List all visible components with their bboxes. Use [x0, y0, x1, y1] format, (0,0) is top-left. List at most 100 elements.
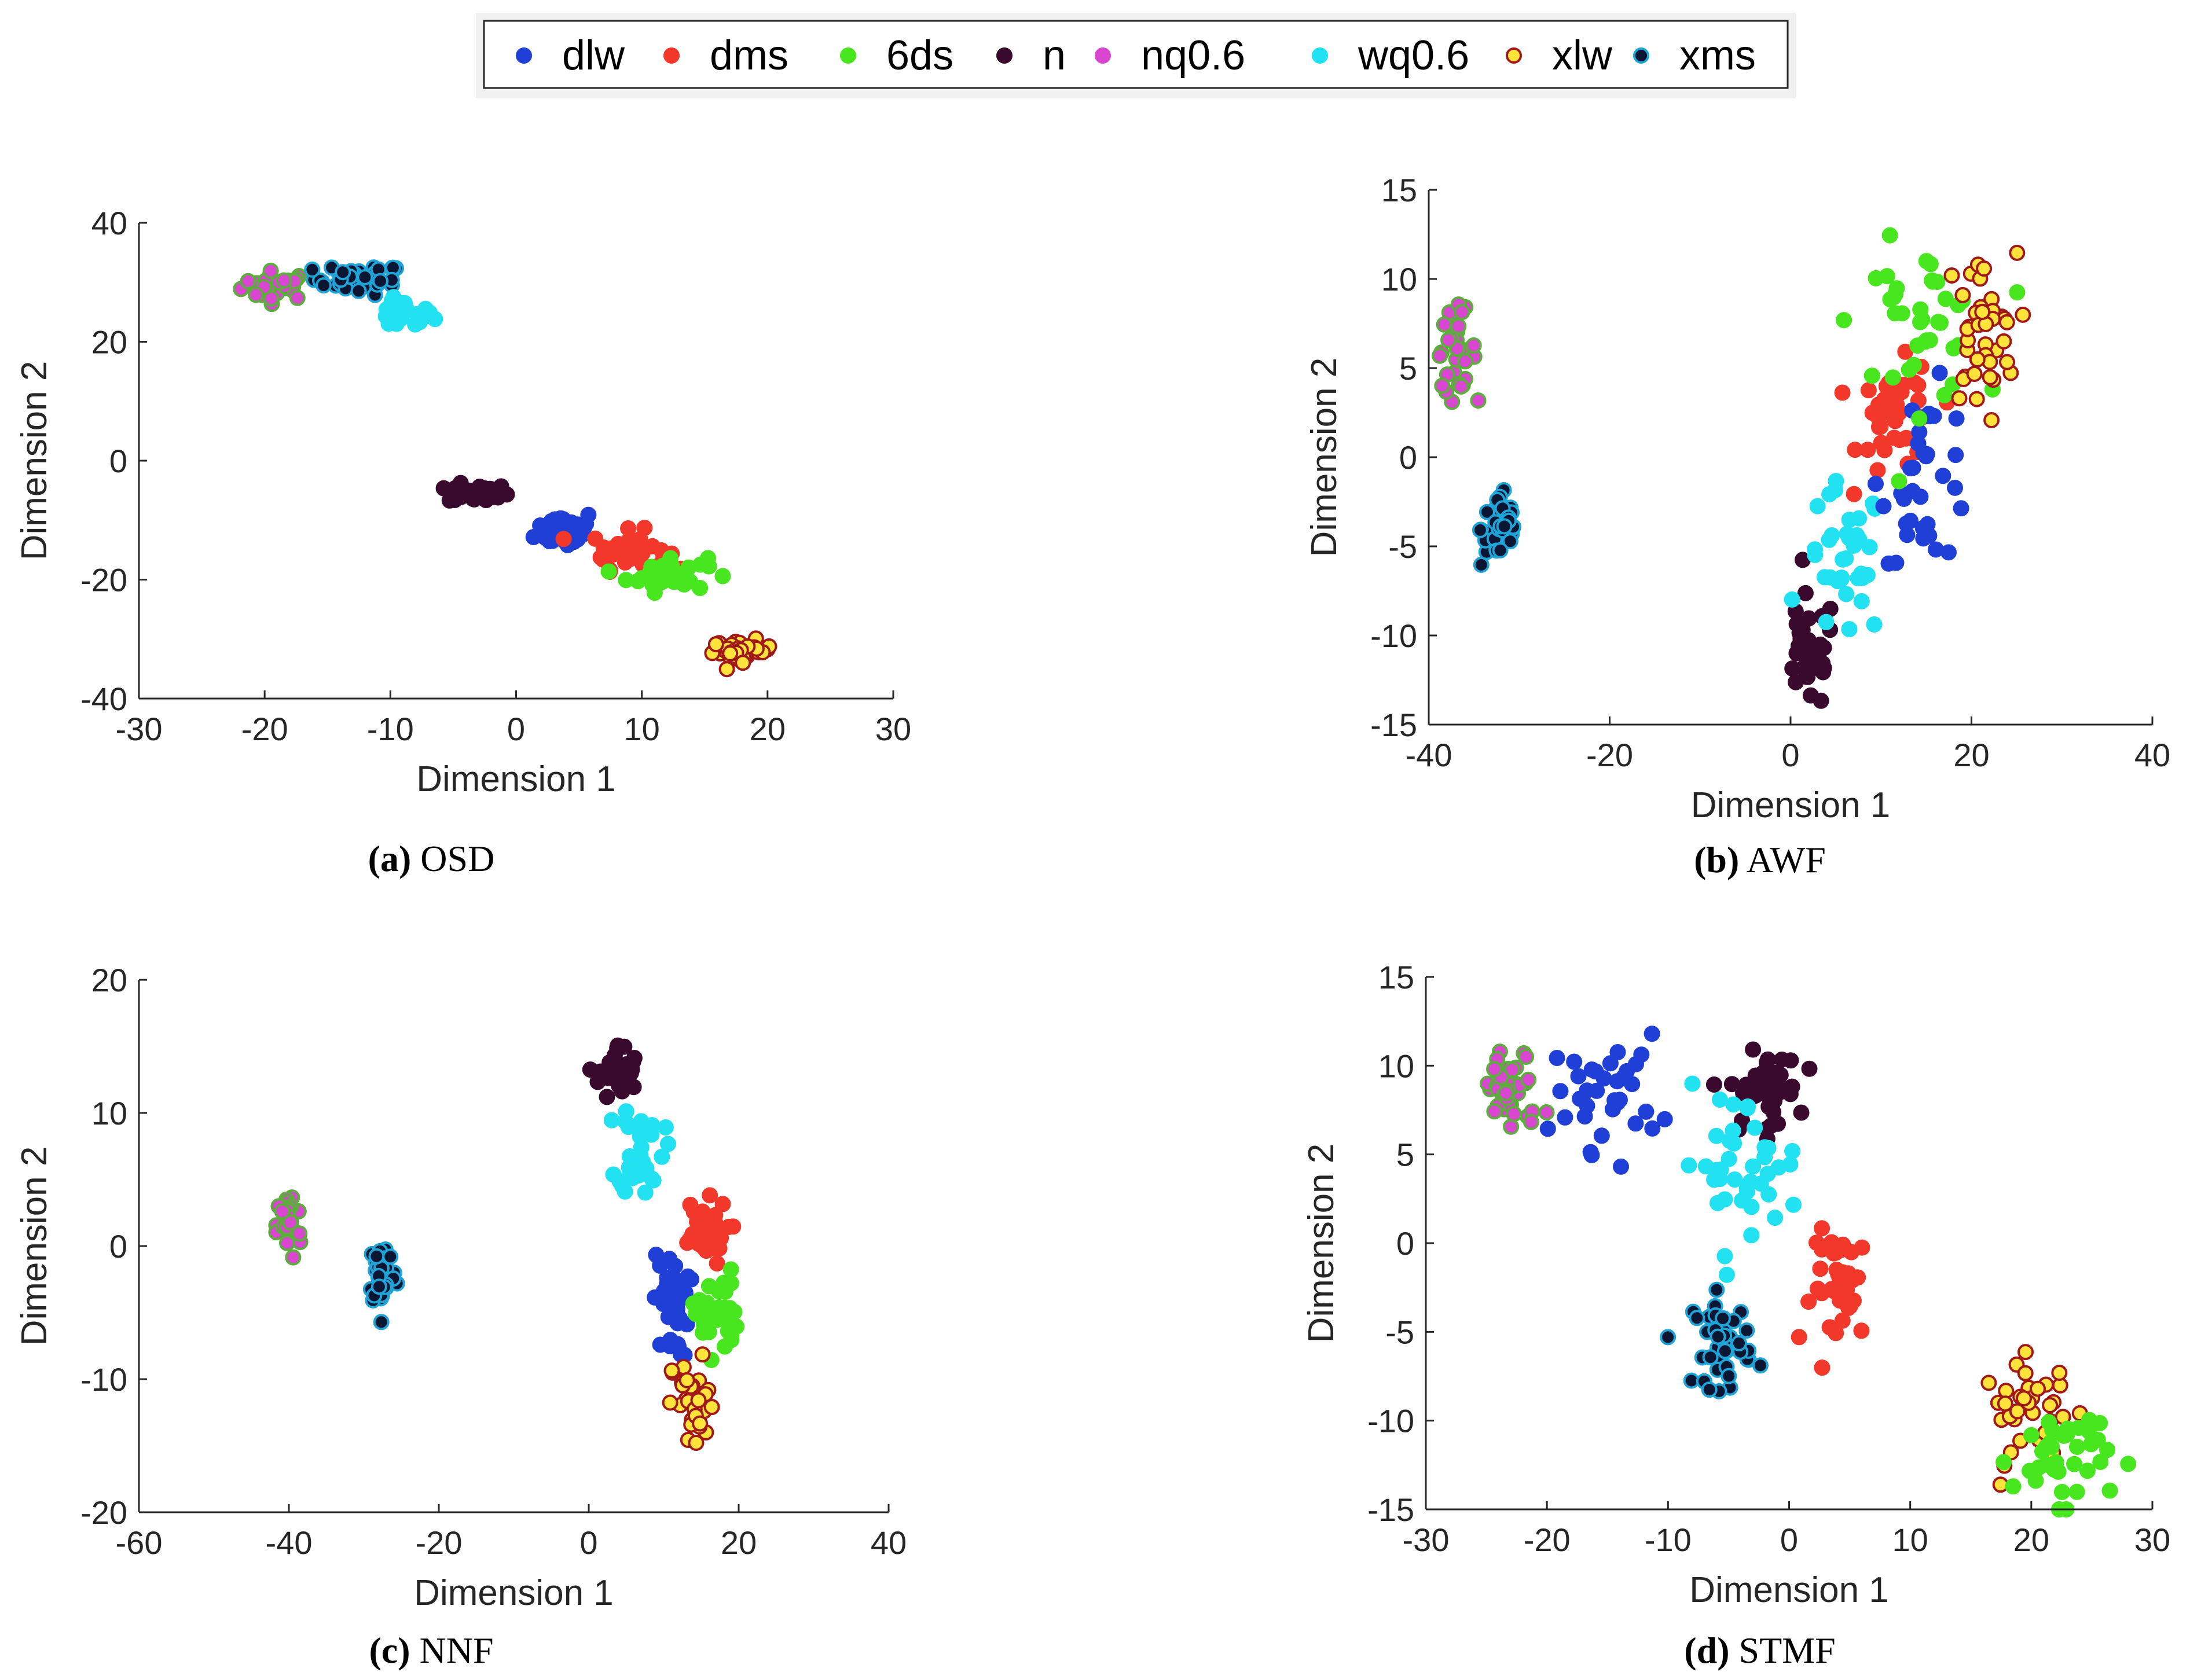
point-n	[449, 484, 466, 501]
point-wq06	[1861, 539, 1878, 556]
point-6ds	[1888, 280, 1905, 297]
point-wq06	[410, 311, 427, 328]
point-dlw	[1928, 541, 1944, 558]
panel-caption: (d) STMF	[1684, 1630, 1835, 1671]
point-dms	[725, 1218, 742, 1235]
x-tick-label: 0	[579, 1524, 597, 1561]
point-xlw	[688, 1435, 705, 1451]
point-n	[1794, 616, 1811, 633]
point-dms	[1820, 1237, 1837, 1254]
y-tick-label: -10	[1367, 1403, 1414, 1439]
point-wq06	[1866, 616, 1883, 633]
point-nq06	[1506, 1105, 1522, 1122]
y-tick-label: 20	[91, 324, 127, 361]
caption-text: NNF	[410, 1630, 494, 1671]
point-dms	[1860, 382, 1877, 399]
point-dlw	[1918, 448, 1935, 465]
x-tick-label: -40	[1406, 737, 1452, 773]
point-dms	[707, 1216, 724, 1233]
point-6ds	[700, 550, 717, 567]
point-nq06	[1450, 318, 1467, 335]
point-n	[1745, 1041, 1762, 1058]
panel-awf: -40 -20 0 20 40 15 10 5 0 -5 -10 -15 Dimension 1 Dime…	[1304, 172, 2170, 880]
point-xms	[1502, 533, 1518, 550]
point-6ds	[714, 568, 731, 585]
point-xms	[1710, 1328, 1726, 1345]
point-wq06	[621, 1159, 637, 1176]
point-dlw	[1868, 476, 1884, 493]
point-dms	[1864, 405, 1881, 421]
point-dlw	[1627, 1115, 1644, 1132]
legend-label-6ds: 6ds	[886, 32, 953, 79]
point-dms	[1853, 1322, 1870, 1339]
point-nq06	[1465, 337, 1482, 354]
point-wq06	[1767, 1210, 1784, 1226]
point-dlw	[1557, 1109, 1573, 1126]
legend-marker-xms	[1633, 47, 1649, 64]
point-wq06	[1838, 586, 1855, 602]
points-3	[1480, 1026, 2137, 1517]
point-6ds	[1932, 314, 1949, 331]
x-tick-label: 20	[1953, 737, 1989, 773]
legend: dlw dms 6ds n nq0.6 wq0.6 xlw xms	[476, 13, 1796, 98]
point-xlw	[2017, 1344, 2034, 1361]
points-0	[233, 259, 777, 678]
point-dms	[555, 531, 572, 547]
point-dms	[709, 1255, 725, 1272]
x-axis-label: Dimension 1	[1691, 785, 1891, 825]
caption-letter: (d)	[1684, 1630, 1729, 1671]
point-6ds	[2027, 1472, 2044, 1489]
caption-letter: (a)	[368, 838, 412, 879]
y-axis-label: Dimension 2	[14, 361, 54, 561]
point-nq06	[1470, 392, 1487, 409]
y-tick-label: -20	[80, 1494, 127, 1531]
point-n	[626, 1050, 643, 1066]
point-dms	[1872, 418, 1889, 435]
point-6ds	[2101, 1482, 2118, 1499]
point-n	[1797, 585, 1814, 601]
point-dms	[1810, 1280, 1826, 1297]
point-wq06	[1752, 1175, 1769, 1192]
point-wq06	[1859, 567, 1876, 583]
point-nq06	[289, 289, 306, 306]
point-xlw	[1999, 354, 2015, 370]
legend-marker-xlw	[1506, 47, 1522, 64]
point-n	[582, 1061, 599, 1078]
point-6ds	[2041, 1435, 2058, 1451]
x-axis-label: Dimension 1	[414, 1573, 614, 1613]
point-dlw	[661, 1251, 678, 1267]
point-nq06	[1538, 1104, 1555, 1120]
point-dms	[1891, 405, 1907, 421]
point-nq06	[1523, 1114, 1539, 1130]
point-dlw	[1644, 1120, 1661, 1137]
point-xlw	[718, 661, 735, 678]
point-6ds	[2059, 1420, 2076, 1437]
x-tick-label: -40	[266, 1524, 313, 1561]
point-dms	[1834, 1264, 1851, 1281]
point-nq06	[248, 286, 265, 303]
point-dlw	[1612, 1092, 1628, 1108]
point-dlw	[1888, 554, 1905, 571]
x-tick-label: 10	[1892, 1522, 1928, 1558]
point-6ds	[1906, 357, 1922, 373]
point-dlw	[1582, 1144, 1599, 1160]
point-nq06	[282, 1214, 299, 1231]
point-dlw	[1593, 1127, 1610, 1144]
point-nq06	[291, 1225, 308, 1242]
point-wq06	[1710, 1195, 1726, 1211]
y-tick-label: 0	[109, 443, 127, 479]
point-wq06	[1706, 1171, 1723, 1188]
x-tick-label: 30	[2134, 1522, 2170, 1558]
x-tick-label: -10	[1645, 1522, 1692, 1558]
point-dlw	[1904, 483, 1921, 499]
point-xlw	[722, 645, 739, 662]
point-dlw	[1644, 1026, 1660, 1042]
point-wq06	[660, 1136, 676, 1152]
point-n	[435, 480, 452, 497]
y-tick-label: 10	[1381, 261, 1417, 297]
panel-stmf: -30 -20 -10 0 10 20 30 15 10 5 0 -5 -10 -15 Dimension …	[1301, 959, 2170, 1671]
point-n	[1782, 1086, 1799, 1103]
point-dlw	[662, 1338, 678, 1355]
point-6ds	[2079, 1462, 2096, 1479]
x-tick-label: 0	[507, 711, 525, 747]
